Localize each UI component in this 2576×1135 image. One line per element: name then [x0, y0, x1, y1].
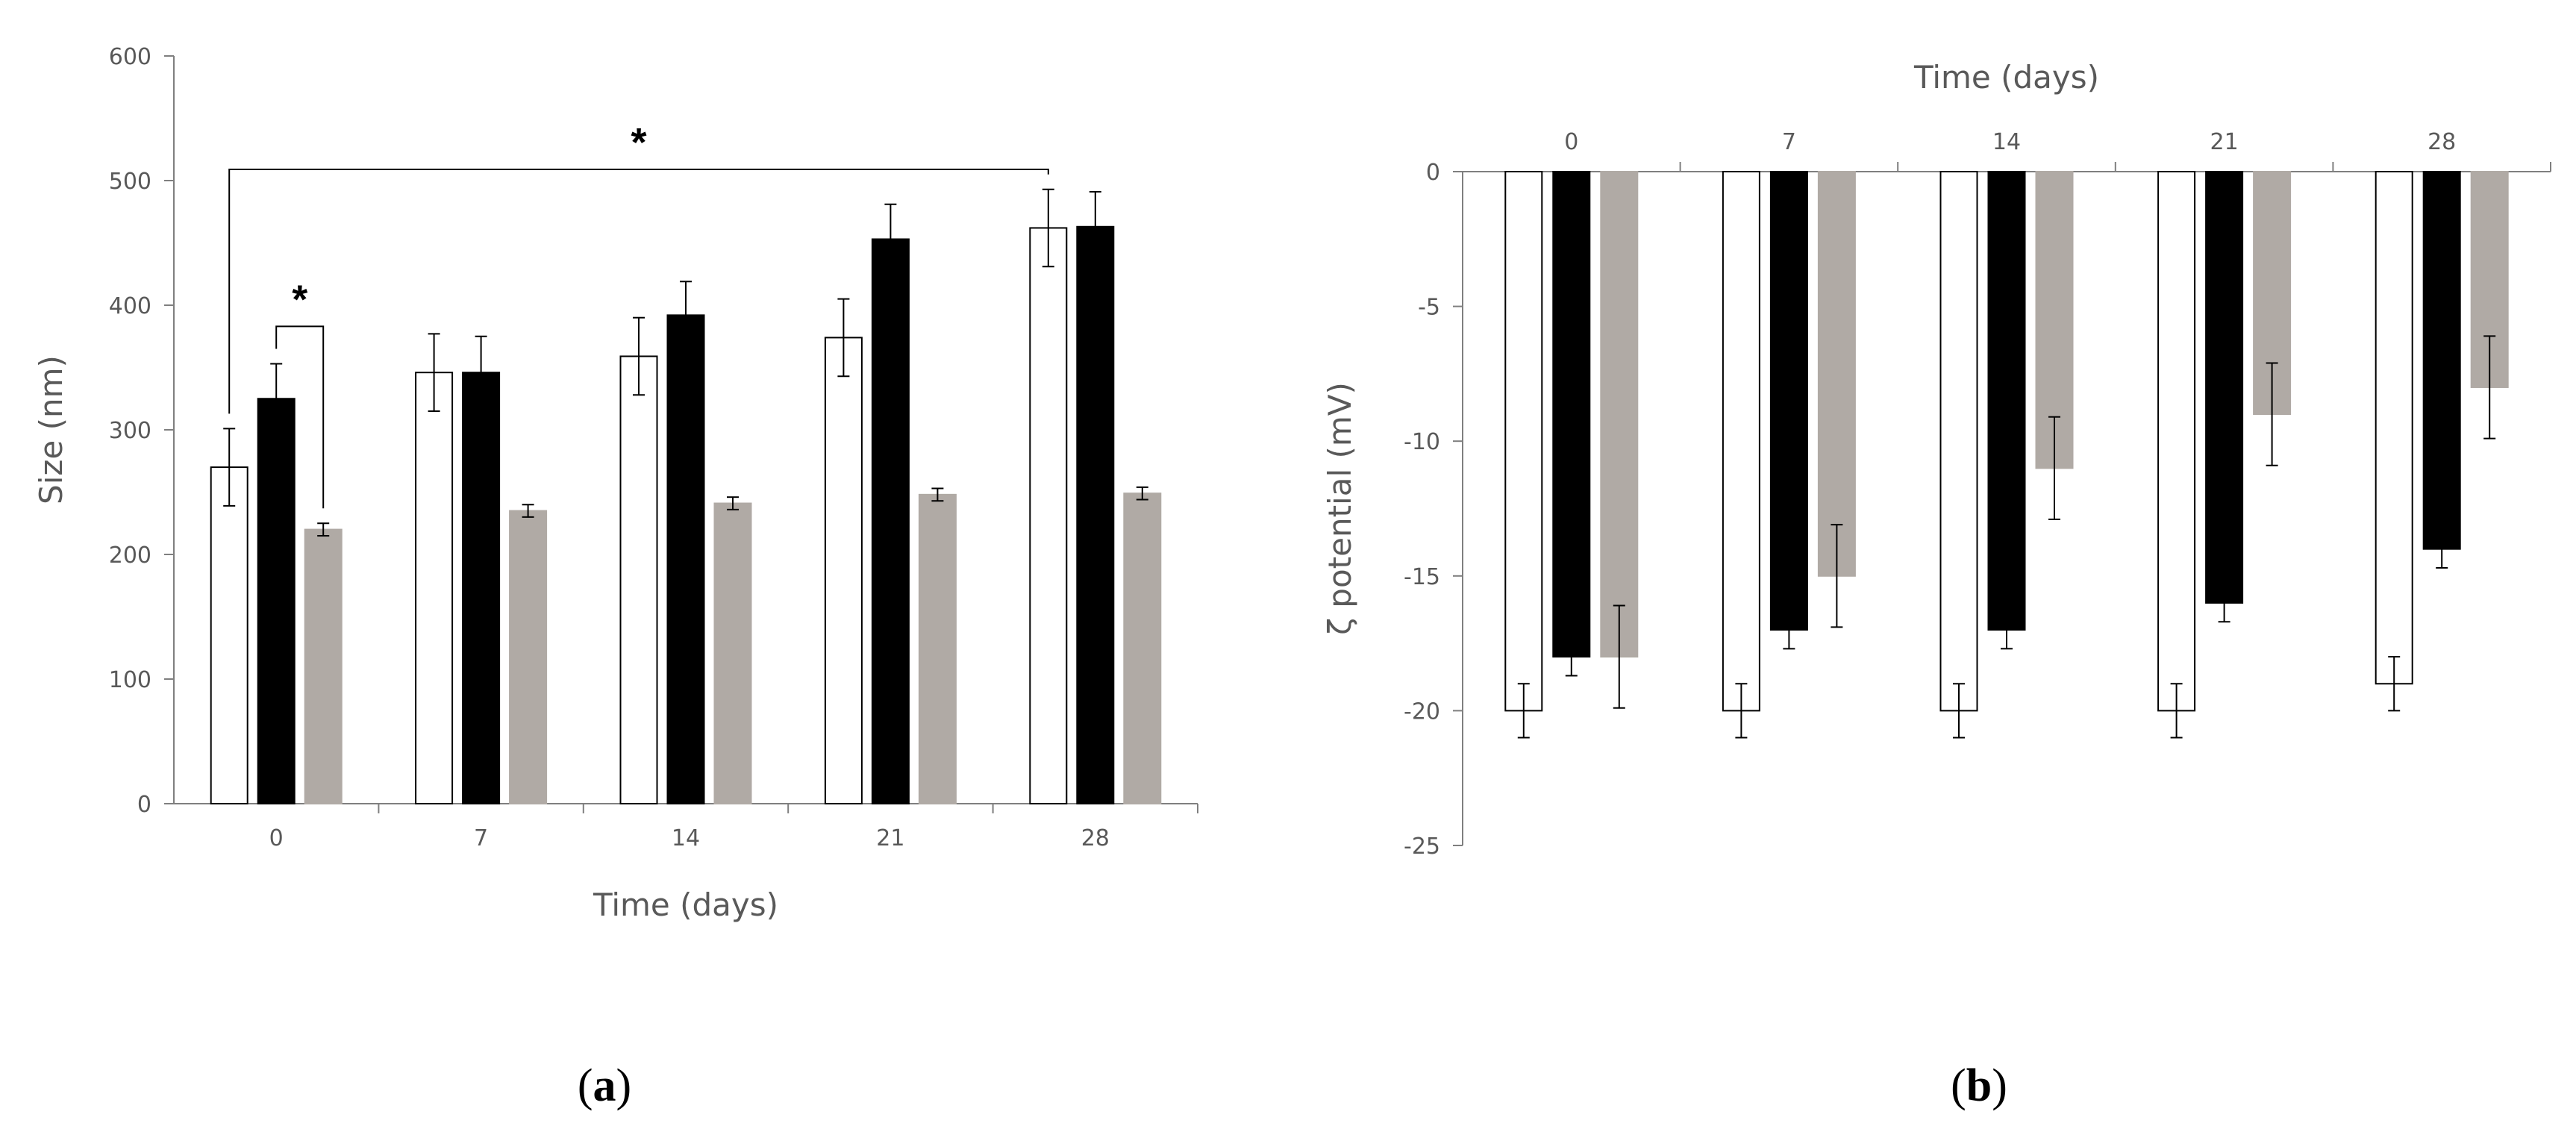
chart-a-panel-label: (a) — [578, 1060, 631, 1111]
chart-b-y-tick-label: -15 — [1404, 564, 1440, 590]
chart-a-x-tick-label: 21 — [876, 825, 904, 851]
chart-a-bar — [1123, 493, 1162, 804]
chart-b-bar — [1769, 171, 1808, 631]
chart-a-bar — [509, 510, 548, 804]
chart-a-bar — [713, 502, 752, 805]
chart-a-significance-bracket — [275, 325, 325, 509]
chart-a-y-tick-label: 400 — [109, 293, 151, 319]
chart-a-significance-bracket — [228, 168, 1049, 414]
chart-a-bar — [257, 398, 296, 804]
chart-b-y-tick-label: -25 — [1404, 834, 1440, 860]
chart-b-bar — [1817, 171, 1856, 577]
chart-b-y-tick-label: -5 — [1418, 295, 1440, 321]
chart-b-panel-label: (b) — [1951, 1060, 2007, 1111]
chart-a-bar — [462, 372, 501, 804]
chart-a-bar — [918, 493, 957, 805]
chart-a-x-tick-label: 28 — [1081, 825, 1110, 851]
chart-b-bar — [1600, 171, 1639, 658]
chart-a-bar — [1076, 225, 1115, 805]
chart-b-x-axis-title: Time (days) — [1913, 59, 2099, 96]
chart-b-bar — [1722, 171, 1760, 712]
chart-a-y-tick-label: 600 — [109, 44, 151, 70]
chart-b-zeta-potential: 0 -5 -10 -15 -20 -25 0 7 14 21 28 Time (days) ζ pote… — [1322, 59, 2551, 1111]
chart-a-bar — [415, 372, 454, 804]
chart-b-bar — [1552, 171, 1591, 658]
chart-b-bar — [1939, 171, 1978, 712]
chart-b-bar — [2205, 171, 2244, 604]
chart-b-x-tick-label: 21 — [2210, 129, 2239, 155]
chart-b-x-tick-label: 0 — [1564, 129, 1578, 155]
chart-b-y-tick-label: 0 — [1426, 160, 1440, 186]
chart-a-x-axis-title: Time (days) — [593, 887, 778, 923]
chart-a-y-tick-label: 200 — [109, 543, 151, 569]
chart-a-x-tick-label: 14 — [672, 825, 700, 851]
chart-a-bar — [871, 238, 910, 804]
chart-b-bar — [2375, 171, 2413, 685]
chart-b-x-tick-label: 28 — [2427, 129, 2456, 155]
chart-a-bar — [1029, 227, 1068, 804]
chart-a-x-tick-label: 7 — [474, 825, 488, 851]
chart-a-y-tick-label: 500 — [109, 169, 151, 195]
chart-b-y-tick-label: -10 — [1404, 429, 1440, 455]
chart-a-bar — [824, 337, 863, 805]
chart-a-significance-star: * — [292, 277, 307, 322]
chart-b-bar — [2157, 171, 2196, 712]
chart-a-bar — [210, 466, 248, 804]
chart-b-y-tick-label: -20 — [1404, 698, 1440, 725]
chart-b-bar — [1504, 171, 1543, 712]
chart-a-bar — [304, 528, 343, 804]
chart-a-size: 0 100 200 300 400 500 600 0 7 14 21 28 * * Time (days)… — [33, 44, 1198, 1111]
chart-a-x-tick-label: 0 — [269, 825, 284, 851]
chart-a-y-tick-label: 0 — [137, 792, 151, 818]
chart-a-significance-star: * — [631, 120, 646, 165]
chart-b-x-tick-label: 7 — [1782, 129, 1796, 155]
chart-a-bar — [619, 355, 658, 805]
chart-a-bar — [666, 314, 705, 804]
chart-b-x-tick-label: 14 — [1992, 129, 2021, 155]
chart-a-y-axis-title: Size (nm) — [33, 355, 69, 504]
chart-a-y-tick-label: 300 — [109, 418, 151, 444]
chart-b-bar — [2422, 171, 2461, 550]
chart-b-y-axis-title: ζ potential (mV) — [1322, 382, 1358, 635]
chart-a-y-tick-label: 100 — [109, 667, 151, 693]
chart-b-bar — [1987, 171, 2026, 631]
